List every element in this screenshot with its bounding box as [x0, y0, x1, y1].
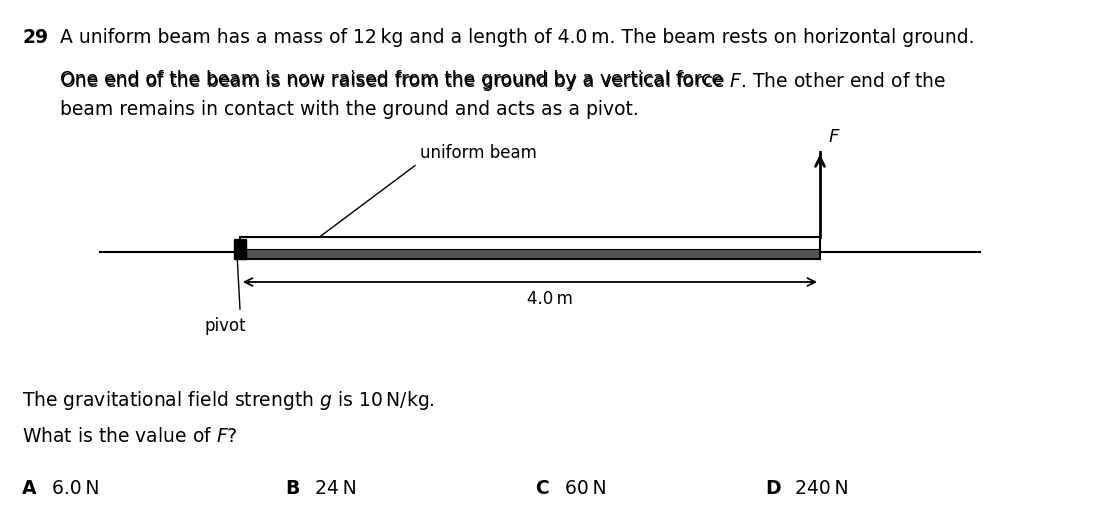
Bar — [240, 237, 819, 259]
Text: One end of the beam is now raised from the ground by a vertical force $F$. The o: One end of the beam is now raised from t… — [60, 70, 947, 93]
Text: 240 N: 240 N — [795, 479, 849, 498]
Text: pivot: pivot — [205, 317, 247, 335]
Text: 24 N: 24 N — [315, 479, 357, 498]
Text: $F$: $F$ — [828, 128, 840, 146]
Text: B: B — [285, 479, 299, 498]
Text: One end of the beam is now raised from the ground by a vertical force: One end of the beam is now raised from t… — [60, 70, 728, 89]
Text: D: D — [765, 479, 781, 498]
Text: uniform beam: uniform beam — [420, 143, 536, 162]
Text: 60 N: 60 N — [565, 479, 607, 498]
Text: 29: 29 — [22, 28, 48, 47]
Text: 4.0 m: 4.0 m — [527, 290, 573, 308]
Bar — [240, 249, 819, 259]
Text: 6.0 N: 6.0 N — [52, 479, 100, 498]
Text: beam remains in contact with the ground and acts as a pivot.: beam remains in contact with the ground … — [60, 100, 638, 119]
Text: The gravitational field strength $g$ is 10 N/kg.: The gravitational field strength $g$ is … — [22, 389, 434, 412]
Text: C: C — [535, 479, 548, 498]
Text: A: A — [22, 479, 36, 498]
Text: What is the value of $F$?: What is the value of $F$? — [22, 427, 238, 446]
Text: A uniform beam has a mass of 12 kg and a length of 4.0 m. The beam rests on hori: A uniform beam has a mass of 12 kg and a… — [60, 28, 974, 47]
Bar — [240, 237, 819, 249]
Bar — [234, 239, 246, 259]
